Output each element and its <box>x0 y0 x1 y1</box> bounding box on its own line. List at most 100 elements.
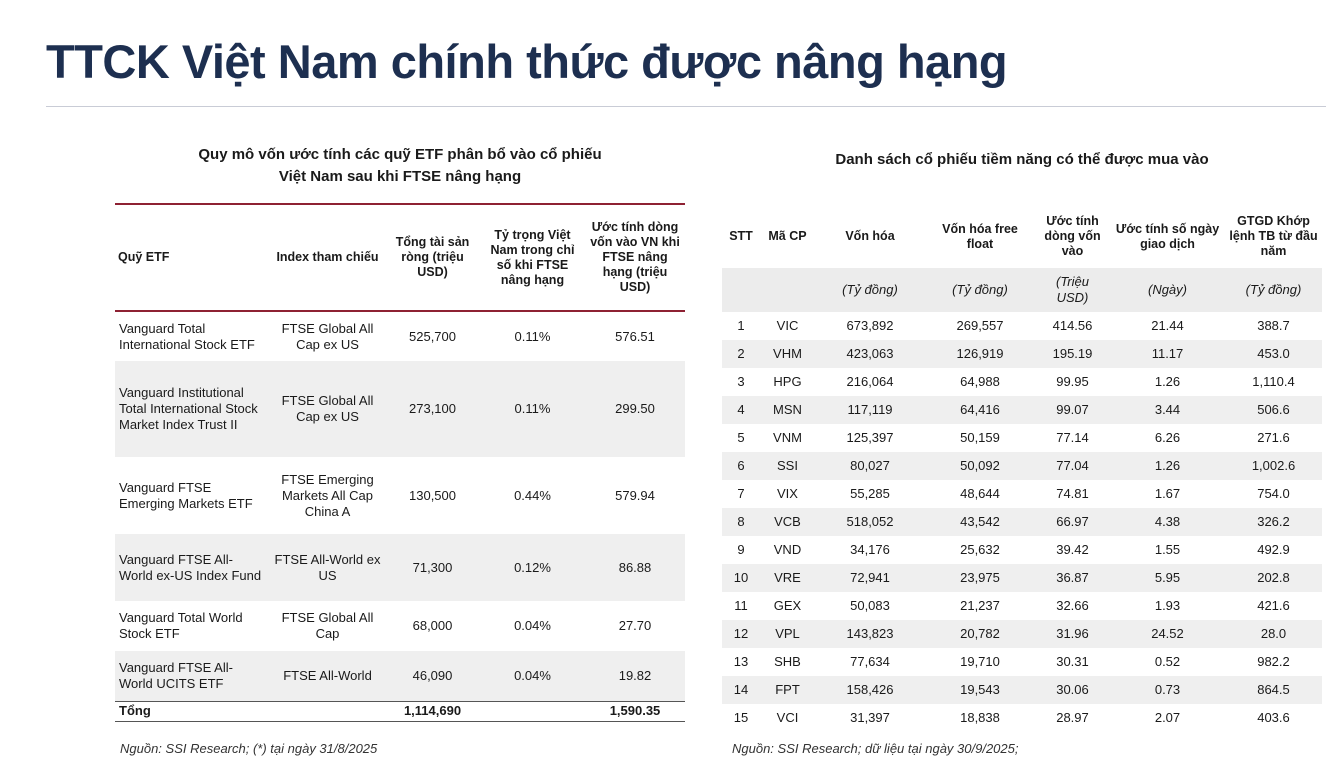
table-cell: 12 <box>733 626 749 641</box>
table-cell: 31,397 <box>850 710 890 725</box>
stock-table: STT Mã CP Vốn hóa Vốn hóa free float Ước tín… <box>722 205 1322 732</box>
table-cell: 125,397 <box>846 430 894 445</box>
table-cell: 18,838 <box>960 710 1000 725</box>
table-cell: 4 <box>737 402 745 417</box>
table-cell: SSI <box>777 458 798 473</box>
table-cell: 1 <box>737 318 745 333</box>
column-header: Ước tính số ngày giao dịch <box>1115 221 1220 251</box>
right-table-title: Danh sách cổ phiếu tiềm năng có thể được… <box>835 151 1209 168</box>
left-table-title: Quy mô vốn ước tính các quỹ ETF phân bổ … <box>115 144 685 188</box>
table-cell <box>270 701 385 721</box>
table-cell: 10 <box>733 570 749 585</box>
table-cell: 74.81 <box>1056 486 1089 501</box>
table-cell: 72,941 <box>850 570 890 585</box>
total-cell: 1,114,690 <box>403 703 462 718</box>
table-cell: 0.11% <box>514 401 551 416</box>
table-cell: FTSE Global All Cap ex US <box>281 393 374 424</box>
column-header: Vốn hóa <box>845 229 895 243</box>
table-cell: FTSE Global All Cap ex US <box>281 320 374 352</box>
table-row: 12 VPL 143,823 20,782 31.96 24.52 28.0 <box>722 620 1322 648</box>
table-cell: 77,634 <box>850 654 890 669</box>
table-cell: 492.9 <box>1257 542 1290 557</box>
table-cell: 6 <box>737 458 745 473</box>
table-cell: 1.26 <box>1154 458 1181 473</box>
table-cell: Vanguard Total International Stock ETF <box>119 320 255 352</box>
table-cell: 28.97 <box>1056 710 1089 725</box>
table-cell: VIX <box>777 486 798 501</box>
table-cell: 6.26 <box>1154 430 1181 445</box>
table-cell: 13 <box>733 654 749 669</box>
table-cell: 24.52 <box>1151 626 1184 641</box>
table-cell: 269,557 <box>956 318 1004 333</box>
table-cell: 423,063 <box>846 346 894 361</box>
table-cell: 31.96 <box>1056 626 1089 641</box>
table-cell <box>480 701 585 721</box>
table-cell: VHM <box>773 346 802 361</box>
table-row: Vanguard Total World Stock ETF FTSE Globa… <box>115 601 685 651</box>
table-cell: VNM <box>773 430 802 445</box>
table-cell: 30.31 <box>1056 654 1089 669</box>
table-cell: Vanguard Total World Stock ETF <box>119 610 243 641</box>
table-cell: 1.55 <box>1154 542 1181 557</box>
table-cell: 130,500 <box>409 487 456 503</box>
table-cell: 68,000 <box>412 618 453 633</box>
unit-cell: (Ngày) <box>1147 282 1187 297</box>
table-cell: 579.94 <box>615 487 655 503</box>
table-cell: 28.0 <box>1260 626 1287 641</box>
table-cell: 414.56 <box>1052 318 1093 333</box>
table-cell: 1,110.4 <box>1252 374 1295 389</box>
title-line: Việt Nam sau khi FTSE nâng hạng <box>278 168 522 185</box>
table-cell: 273,100 <box>409 401 456 416</box>
table-cell: 525,700 <box>409 328 456 344</box>
table-cell: 55,285 <box>850 486 890 501</box>
table-cell: MSN <box>773 402 802 417</box>
unit-cell: (Tỷ đồng) <box>842 282 898 297</box>
table-cell: 1,002.6 <box>1251 458 1296 473</box>
table-cell: 1.67 <box>1154 486 1181 501</box>
table-cell: 3 <box>737 374 745 389</box>
table-cell: 7 <box>737 486 745 501</box>
column-header: STT <box>729 229 753 243</box>
table-cell: 0.73 <box>1154 682 1181 697</box>
total-row: Tổng 1,114,690 1,590.35 <box>115 701 685 721</box>
table-cell: 99.95 <box>1056 374 1089 389</box>
table-cell: 19,543 <box>960 682 1000 697</box>
table-cell: 0.52 <box>1154 654 1181 669</box>
table-cell: 20,782 <box>960 626 1000 641</box>
unit-cell: (Triệu USD) <box>1056 274 1089 305</box>
table-cell: 34,176 <box>850 542 890 557</box>
column-header: Mã CP <box>768 229 807 243</box>
table-cell: 19,710 <box>960 654 1000 669</box>
table-cell: 326.2 <box>1257 514 1290 529</box>
table-row: 5 VNM 125,397 50,159 77.14 6.26 271.6 <box>722 424 1322 452</box>
table-cell: 5 <box>737 430 745 445</box>
table-cell: 32.66 <box>1056 598 1089 613</box>
title-line: Quy mô vốn ước tính các quỹ ETF phân bổ … <box>198 146 602 163</box>
table-cell: 754.0 <box>1257 486 1290 501</box>
table-cell: 66.97 <box>1056 514 1089 529</box>
header-row: Quỹ ETF Index tham chiếu Tổng tài sản ròng… <box>115 204 685 311</box>
table-cell: 21,237 <box>960 598 1000 613</box>
table-row: 6 SSI 80,027 50,092 77.04 1.26 1,002.6 <box>722 452 1322 480</box>
units-row: (Tỷ đồng) (Tỷ đồng) (Triệu USD) (Ngày) (Tỷ đ… <box>722 268 1322 312</box>
table-row: 11 GEX 50,083 21,237 32.66 1.93 421.6 <box>722 592 1322 620</box>
table-row: 9 VND 34,176 25,632 39.42 1.55 492.9 <box>722 536 1322 564</box>
table-cell: 0.11% <box>514 328 551 344</box>
table-cell: 50,159 <box>960 430 1000 445</box>
table-cell: 77.04 <box>1056 458 1089 473</box>
table-cell: 86.88 <box>618 559 652 575</box>
unit-cell: (Tỷ đồng) <box>1245 282 1302 297</box>
table-cell: 99.07 <box>1056 402 1089 417</box>
table-cell: VIC <box>776 318 799 333</box>
table-cell: 403.6 <box>1257 710 1290 725</box>
table-cell: 388.7 <box>1257 318 1290 333</box>
table-cell: VPL <box>775 626 800 641</box>
table-cell: FTSE Emerging Markets All Cap China A <box>281 471 374 519</box>
table-cell: 1.93 <box>1154 598 1181 613</box>
table-cell: 453.0 <box>1257 346 1290 361</box>
column-header: Quỹ ETF <box>118 250 170 264</box>
table-row: Vanguard FTSE All-World ex-US Index Fund… <box>115 534 685 601</box>
table-row: Vanguard FTSE Emerging Markets ETF FTSE E… <box>115 457 685 534</box>
table-cell: 576.51 <box>615 328 655 344</box>
